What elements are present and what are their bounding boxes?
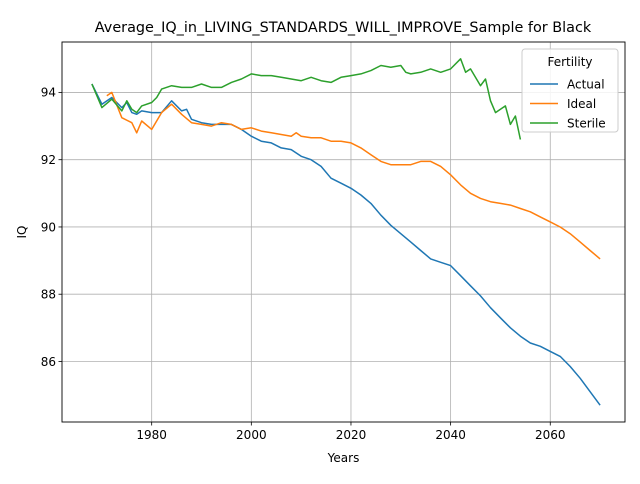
series-line-ideal <box>106 91 601 260</box>
x-tick-label: 1980 <box>136 428 167 442</box>
x-tick-label: 2060 <box>535 428 566 442</box>
legend-title: Fertility <box>547 55 592 69</box>
series-lines <box>91 58 601 406</box>
legend-box <box>521 48 619 133</box>
legend-entries: Actual Ideal Sterile <box>530 77 606 130</box>
y-tick-label: 92 <box>41 153 56 167</box>
legend-label-ideal: Ideal <box>567 97 596 111</box>
x-tick-label: 2040 <box>435 428 466 442</box>
x-tick-label: 2020 <box>336 428 367 442</box>
y-tick-label: 94 <box>41 86 56 100</box>
legend-label-sterile: Sterile <box>567 116 606 130</box>
x-axis-label: Years <box>327 451 360 465</box>
legend: Fertility Actual Ideal Sterile <box>521 48 619 133</box>
y-tick-label: 88 <box>41 288 56 302</box>
y-tick-label: 86 <box>41 355 56 369</box>
plot-area-frame <box>61 41 626 423</box>
y-axis-label: IQ <box>15 226 29 239</box>
legend-label-actual: Actual <box>567 77 605 91</box>
x-axis-ticks: 1980 2000 2020 2040 2060 <box>136 422 566 442</box>
series-line-sterile <box>91 58 522 140</box>
x-tick-label: 2000 <box>236 428 267 442</box>
y-tick-label: 90 <box>41 220 56 234</box>
chart-title: Average_IQ_in_LIVING_STANDARDS_WILL_IMPR… <box>95 20 592 36</box>
y-axis-ticks: 86 88 90 92 94 <box>41 86 62 369</box>
